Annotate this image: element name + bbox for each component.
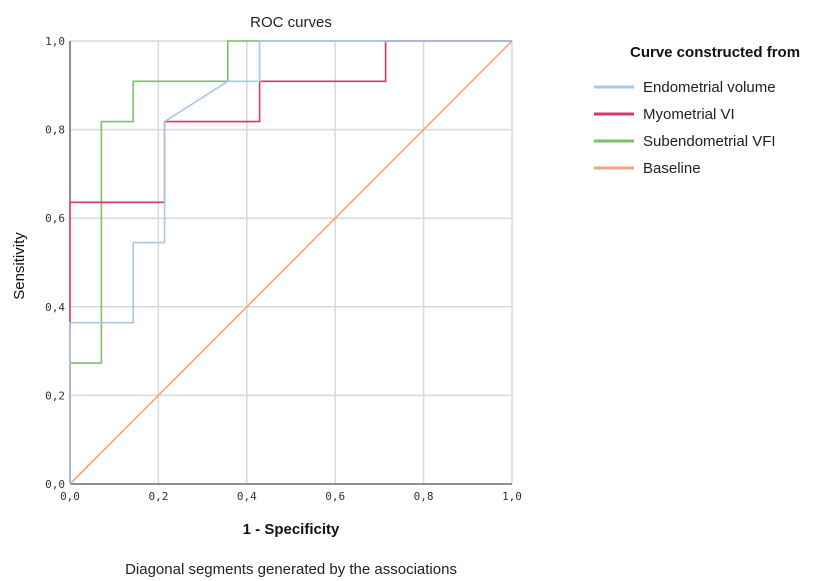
x-tick-label: 0,2	[148, 490, 168, 503]
legend-label: Endometrial volume	[643, 79, 776, 96]
y-tick-label: 0,6	[45, 212, 65, 225]
x-tick-label: 0,0	[60, 490, 80, 503]
x-tick-label: 0,4	[237, 490, 257, 503]
y-tick-label: 0,0	[45, 478, 65, 491]
y-axis-label: Sensitivity	[11, 232, 28, 300]
series-line-myometrial-vi	[69, 40, 512, 484]
series-line-endometrial-volume	[69, 40, 512, 484]
legend: Curve constructed from Endometrial volum…	[594, 44, 800, 177]
y-tick-label: 0,4	[45, 301, 65, 314]
legend-item-myometrial-vi: Myometrial VI	[594, 106, 735, 123]
legend-item-endometrial-volume: Endometrial volume	[594, 79, 776, 96]
x-axis-label: 1 - Specificity	[243, 521, 340, 538]
y-tick-label: 1,0	[45, 35, 65, 48]
ticks: 0,0 0,2 0,4 0,6 0,8 1,0 0,0 0,2 0,4 0,6 0,8 1,0	[45, 35, 522, 503]
series-line-baseline	[69, 40, 513, 485]
x-tick-label: 0,6	[325, 490, 345, 503]
legend-title: Curve constructed from	[630, 44, 800, 61]
footnote: Diagonal segments generated by the assoc…	[125, 561, 457, 578]
series-line-subendometrial-vfi	[69, 40, 512, 484]
legend-label: Baseline	[643, 160, 701, 177]
x-tick-label: 0,8	[414, 490, 434, 503]
y-tick-label: 0,8	[45, 124, 65, 137]
legend-item-subendometrial-vfi: Subendometrial VFI	[594, 133, 776, 150]
legend-item-baseline: Baseline	[594, 160, 701, 177]
x-tick-label: 1,0	[502, 490, 522, 503]
legend-label: Myometrial VI	[643, 106, 735, 123]
chart-title: ROC curves	[250, 14, 332, 31]
series-group	[69, 40, 513, 485]
y-tick-label: 0,2	[45, 389, 65, 402]
legend-label: Subendometrial VFI	[643, 133, 776, 150]
